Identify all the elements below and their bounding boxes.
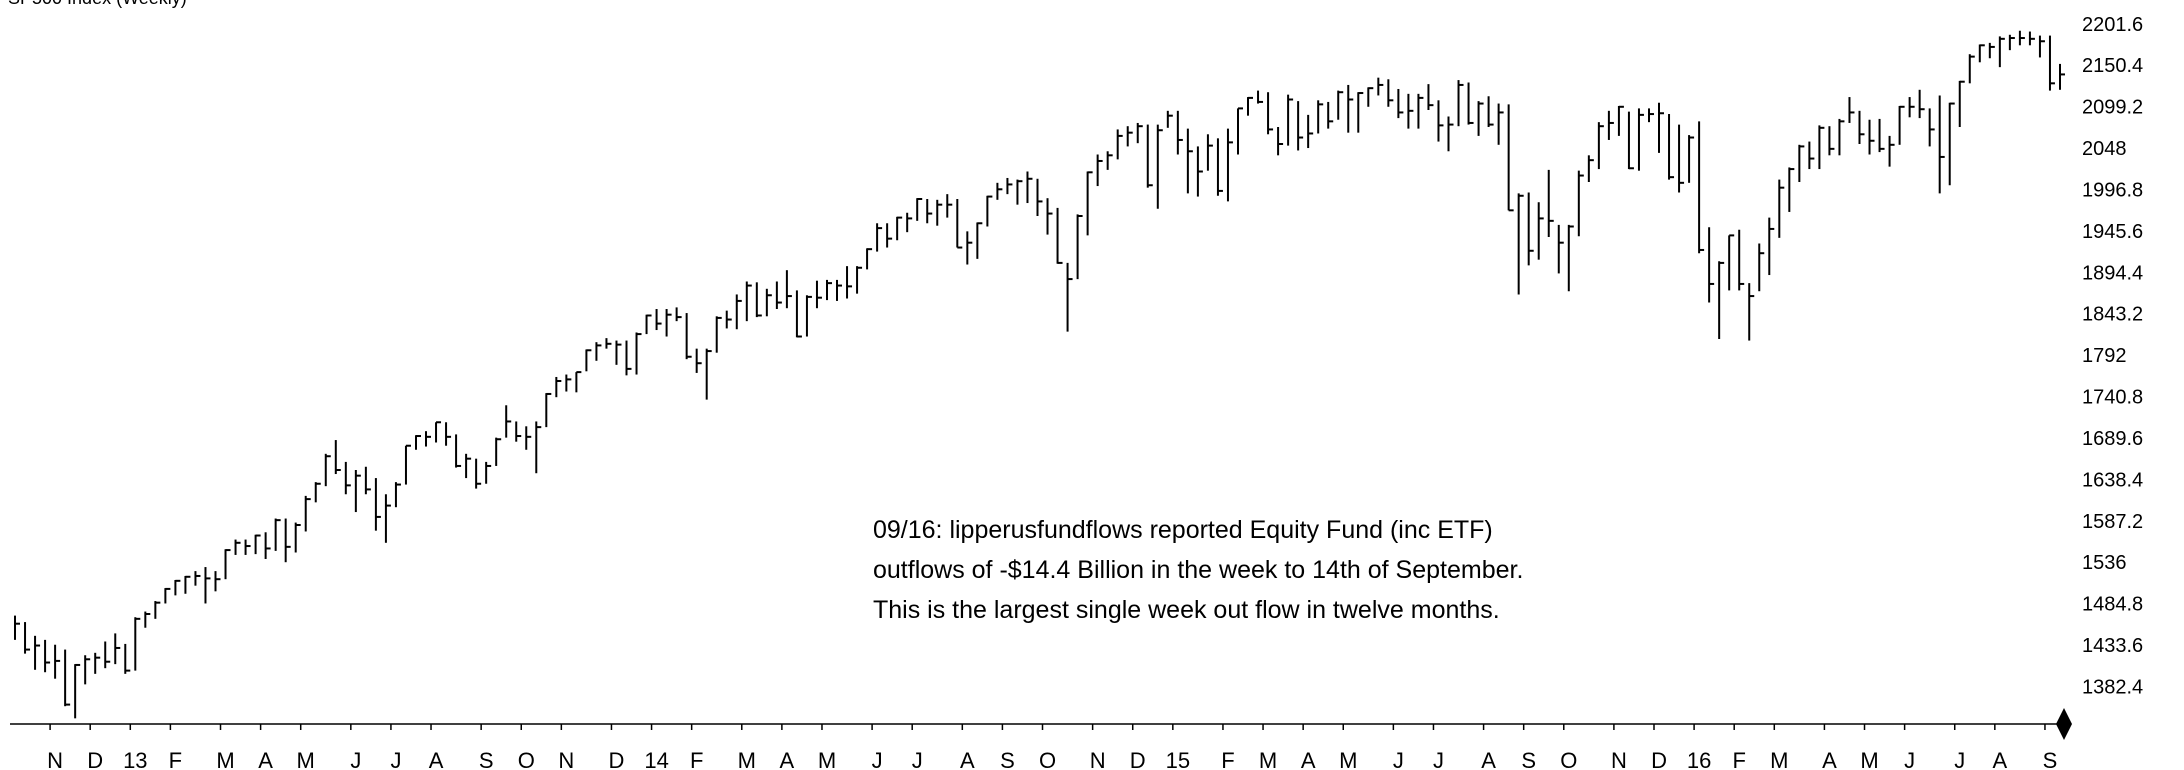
x-tick-label: F [1221,748,1234,770]
annotation-line: This is the largest single week out flow… [873,596,1500,624]
x-tick-label: F [169,748,182,770]
x-tick-label: M [738,748,756,770]
x-tick-label: J [1433,748,1444,770]
y-tick-label: 1638.4 [2082,469,2143,491]
x-tick-label: A [1992,748,2007,770]
x-tick-label: N [1090,748,1106,770]
y-tick-label: 1433.6 [2082,635,2143,657]
x-tick-label: O [1560,748,1577,770]
x-tick-label: F [690,748,703,770]
x-tick-label: M [216,748,234,770]
y-tick-label: 1996.8 [2082,179,2143,201]
y-tick-label: 2048 [2082,138,2127,160]
x-tick-label: A [960,748,975,770]
x-tick-label: M [1770,748,1788,770]
x-tick-label: M [1339,748,1357,770]
x-tick-label: S [2043,748,2058,770]
x-tick-label: 14 [644,748,668,770]
x-tick-label: D [609,748,625,770]
x-tick-label: J [350,748,361,770]
annotation-line: 09/16: lipperusfundflows reported Equity… [873,516,1493,544]
x-tick-label: A [1301,748,1316,770]
y-tick-label: 1843.2 [2082,304,2143,326]
x-tick-label: A [429,748,444,770]
x-tick-label: J [1904,748,1915,770]
x-tick-label: D [1130,748,1146,770]
x-tick-label: J [912,748,923,770]
x-tick-label: O [518,748,535,770]
x-tick-label: F [1732,748,1745,770]
x-tick-label: J [872,748,883,770]
x-tick-label: M [1259,748,1277,770]
x-tick-label: M [818,748,836,770]
x-tick-label: D [1651,748,1667,770]
x-tick-label: S [1521,748,1536,770]
x-tick-label: J [1954,748,1965,770]
x-tick-label: A [258,748,273,770]
y-tick-label: 1740.8 [2082,387,2143,409]
x-tick-label: A [1481,748,1496,770]
x-tick-label: O [1039,748,1056,770]
end-marker [2055,708,2072,740]
x-tick-label: A [780,748,795,770]
y-tick-label: 1689.6 [2082,428,2143,450]
annotation-line: outflows of -$14.4 Billion in the week t… [873,556,1523,584]
y-tick-label: 2201.6 [2082,14,2143,36]
y-tick-label: 1382.4 [2082,676,2143,698]
y-tick-label: 1587.2 [2082,511,2143,533]
x-tick-label: D [87,748,103,770]
x-tick-label: 16 [1687,748,1711,770]
x-tick-label: M [297,748,315,770]
x-tick-label: J [1393,748,1404,770]
y-tick-label: 2099.2 [2082,97,2143,119]
y-tick-label: 1894.4 [2082,262,2143,284]
x-tick-label: N [1611,748,1627,770]
annotation: 09/16: lipperusfundflows reported Equity… [873,516,1523,624]
x-tick-label: J [390,748,401,770]
x-tick-label: N [558,748,574,770]
y-tick-label: 1484.8 [2082,594,2143,616]
y-tick-label: 1536 [2082,552,2127,574]
x-tick-label: S [1000,748,1015,770]
y-tick-label: 2150.4 [2082,55,2143,77]
x-tick-label: N [47,748,63,770]
x-tick-label: A [1822,748,1837,770]
x-tick-label: S [479,748,494,770]
y-tick-label: 1945.6 [2082,221,2143,243]
x-tick-label: M [1860,748,1878,770]
x-tick-label: 13 [123,748,147,770]
x-tick-label: 15 [1166,748,1190,770]
y-tick-label: 1792 [2082,345,2127,367]
chart-title: SP500 Index (Weekly) [8,0,187,8]
